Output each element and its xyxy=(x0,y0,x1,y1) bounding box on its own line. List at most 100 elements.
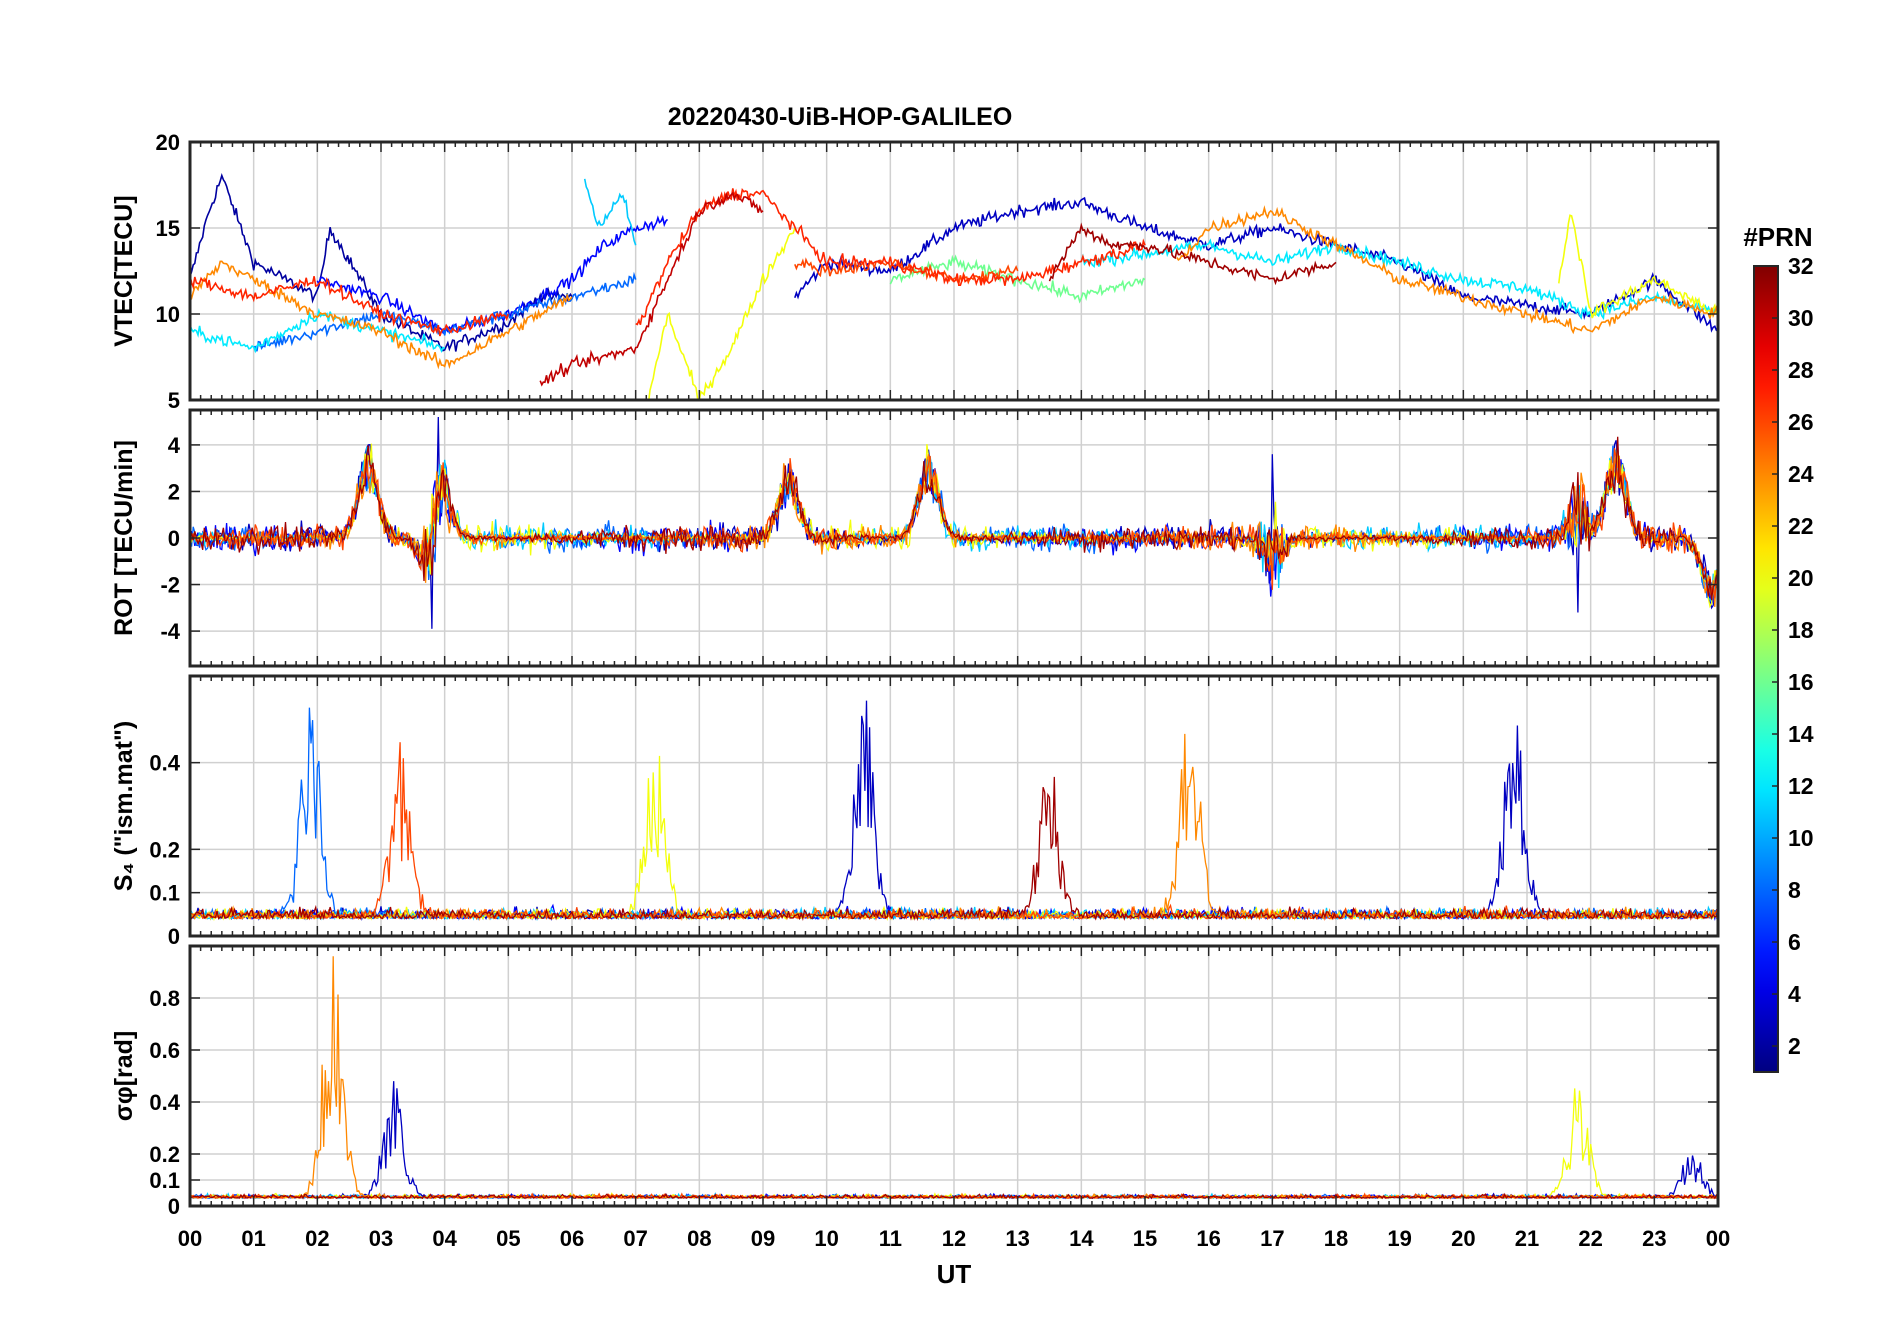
x-tick-label: 05 xyxy=(496,1226,520,1251)
panel-vtec: 5 10 15 20 VTEC[TECU] xyxy=(110,130,1720,413)
x-tick-label: 03 xyxy=(369,1226,393,1251)
x-axis-label: UT xyxy=(937,1259,972,1289)
y-tick-label: 0.8 xyxy=(149,986,180,1011)
y-tick-label: 4 xyxy=(168,433,181,458)
x-ticks xyxy=(189,410,1719,666)
y-tick-label: 0 xyxy=(168,526,180,551)
x-tick-label: 00 xyxy=(1706,1226,1730,1251)
series-group xyxy=(190,172,1718,400)
panel-rot: -4 -2 0 2 4 ROT [TECU/min] xyxy=(110,408,1720,668)
series-line-prn-31 xyxy=(1048,222,1337,286)
series-line-prn-30 xyxy=(539,191,764,387)
x-tick-label: 21 xyxy=(1515,1226,1539,1251)
x-tick-label: 18 xyxy=(1324,1226,1348,1251)
y-tick-label: 0.2 xyxy=(149,1142,180,1167)
chart-title: 20220430-UiB-HOP-GALILEO xyxy=(668,103,1013,131)
y-tick-label: 0.2 xyxy=(149,837,180,862)
x-axis-ticks: 00 01 02 03 04 05 06 07 08 09 10 11 12 13 14 15 16 17 18 19… xyxy=(178,1226,1730,1251)
x-tick-label: 01 xyxy=(241,1226,265,1251)
y-tick-label: 2 xyxy=(168,479,180,504)
x-tick-label: 19 xyxy=(1387,1226,1411,1251)
series-line-prn-11 xyxy=(190,446,1718,605)
y-tick-label: 0.4 xyxy=(149,751,180,776)
y-tick-label: -2 xyxy=(160,573,180,598)
series-line-prn-16 xyxy=(889,254,1146,304)
y-tick-label: 0.1 xyxy=(149,881,180,906)
y-tick-label: 15 xyxy=(156,216,180,241)
series-line-prn-24 xyxy=(190,260,573,370)
y-tick-label: 5 xyxy=(168,388,180,413)
x-tick-label: 15 xyxy=(1133,1226,1157,1251)
colorbar-tick-label: 14 xyxy=(1788,721,1814,747)
series-line-prn-20 xyxy=(1558,214,1718,319)
colorbar-tick-label: 12 xyxy=(1788,773,1814,799)
y-tick-label: 0.6 xyxy=(149,1038,180,1063)
colorbar-tick-label: 22 xyxy=(1788,513,1814,539)
y-tick-label: 0 xyxy=(168,924,180,949)
x-tick-label: 11 xyxy=(879,1226,902,1251)
colorbar-tick-label: 2 xyxy=(1788,1033,1801,1059)
colorbar-title: #PRN xyxy=(1743,222,1812,252)
colorbar-tick-label: 24 xyxy=(1788,461,1814,487)
series-line-prn-20 xyxy=(648,227,796,400)
y-tick-label: 10 xyxy=(156,302,180,327)
x-tick-label: 02 xyxy=(305,1226,329,1251)
grid xyxy=(190,946,1718,1207)
panel-s4: 0 0.1 0.2 0.4 S₄ ("ism.mat") xyxy=(110,674,1720,949)
x-tick-label: 17 xyxy=(1260,1226,1284,1251)
colorbar-tick-label: 28 xyxy=(1788,357,1814,383)
y-axis-label: S₄ ("ism.mat") xyxy=(110,721,138,891)
x-tick-label: 08 xyxy=(687,1226,711,1251)
x-tick-label: 00 xyxy=(178,1226,202,1251)
colorbar-tick-label: 10 xyxy=(1788,825,1814,851)
x-tick-label: 04 xyxy=(432,1226,457,1251)
y-tick-label: 0.1 xyxy=(149,1168,180,1193)
series-line-prn-27 xyxy=(635,188,1146,326)
colorbar-tick-label: 30 xyxy=(1788,305,1814,331)
grid xyxy=(190,141,1718,401)
y-tick-label: 0.4 xyxy=(149,1090,180,1115)
x-tick-label: 09 xyxy=(751,1226,775,1251)
colorbar-tick-label: 18 xyxy=(1788,617,1814,643)
colorbar-tick-label: 26 xyxy=(1788,409,1814,435)
y-axis-label: ROT [TECU/min] xyxy=(110,440,138,636)
series-line-prn-27 xyxy=(190,275,510,337)
x-tick-label: 20 xyxy=(1451,1226,1475,1251)
series-line-prn-12 xyxy=(1080,238,1718,321)
x-tick-label: 10 xyxy=(814,1226,838,1251)
y-tick-label: -4 xyxy=(160,619,180,644)
x-tick-label: 16 xyxy=(1196,1226,1220,1251)
x-tick-label: 22 xyxy=(1578,1226,1602,1251)
x-tick-label: 14 xyxy=(1069,1226,1094,1251)
series-line-prn-11 xyxy=(583,178,637,246)
x-ticks xyxy=(189,946,1719,1206)
colorbar-tick-label: 32 xyxy=(1788,253,1814,279)
x-tick-label: 23 xyxy=(1642,1226,1666,1251)
x-tick-label: 12 xyxy=(942,1226,966,1251)
series-group xyxy=(190,416,1718,629)
x-tick-label: 06 xyxy=(560,1226,584,1251)
x-tick-label: 07 xyxy=(623,1226,647,1251)
x-tick-label: 13 xyxy=(1005,1226,1029,1251)
x-ticks xyxy=(189,142,1719,400)
colorbar-gradient xyxy=(1753,265,1779,1073)
colorbar-tick-label: 6 xyxy=(1788,929,1801,955)
series-line-prn-24 xyxy=(1176,205,1718,335)
y-tick-label: 0 xyxy=(168,1194,180,1219)
panel-sigma-phi: 00.10.2 0.4 0.6 0.8 σφ[rad] xyxy=(110,944,1720,1219)
series-line-prn-31 xyxy=(190,436,1718,601)
colorbar-tick-label: 4 xyxy=(1788,981,1801,1007)
series-line-prn-26 xyxy=(190,742,1718,922)
colorbar-tick-label: 16 xyxy=(1788,669,1814,695)
x-ticks xyxy=(189,676,1719,936)
y-axis-label: σφ[rad] xyxy=(110,1031,138,1122)
colorbar-tick-label: 8 xyxy=(1788,877,1801,903)
series-group xyxy=(190,700,1718,922)
series-line-prn-31 xyxy=(190,776,1718,922)
y-axis-label: VTEC[TECU] xyxy=(110,195,138,346)
series-line-prn-8 xyxy=(253,271,637,352)
colorbar-tick-label: 20 xyxy=(1788,565,1814,591)
y-tick-label: 20 xyxy=(156,130,180,155)
